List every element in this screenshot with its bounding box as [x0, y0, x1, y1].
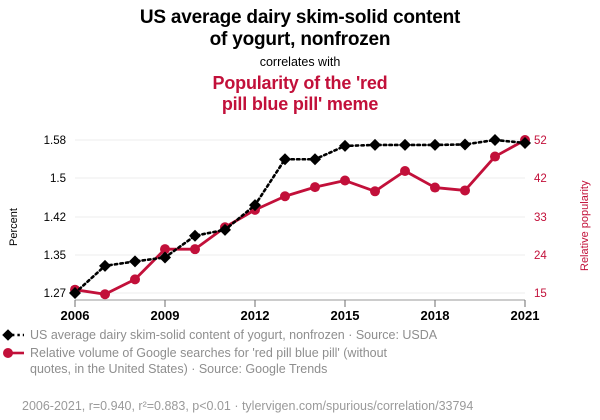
- legend-item-yogurt: US average dairy skim-solid content of y…: [0, 327, 600, 343]
- data-point-black: [189, 229, 201, 242]
- y-right-tick-label: 52: [534, 135, 547, 147]
- data-point-red: [100, 289, 110, 300]
- legend-label-redpill: Relative volume of Google searches for '…: [30, 345, 387, 377]
- y-right-tick-label: 33: [534, 212, 547, 224]
- red-circle-solid-icon: [0, 345, 30, 361]
- y-right-tick-label: 15: [534, 288, 547, 300]
- gridlines: [75, 139, 525, 294]
- secondary-title-line-1: Popularity of the 'red: [212, 73, 388, 93]
- y-left-tick-label: 1.58: [44, 135, 66, 147]
- data-point-red: [340, 175, 350, 186]
- y-left-tick-label: 1.35: [44, 250, 66, 262]
- y-axis-right-ticks: 52 42 33 24 15: [534, 135, 547, 300]
- chart-title-block: US average dairy skim-solid content of y…: [0, 0, 600, 115]
- data-point-red: [400, 166, 410, 177]
- primary-title-line-2: of yogurt, nonfrozen: [209, 29, 391, 50]
- data-point-black: [249, 199, 261, 212]
- data-point-black: [399, 138, 411, 151]
- legend-label-yogurt: US average dairy skim-solid content of y…: [30, 328, 438, 342]
- y-left-tick-label: 1.27: [44, 288, 66, 300]
- data-point-black: [99, 259, 111, 272]
- primary-title-line-1: US average dairy skim-solid content: [139, 7, 461, 28]
- data-point-black: [219, 223, 231, 236]
- series-line-black: [73, 138, 527, 295]
- series-line-red: [73, 138, 527, 296]
- correlation-line-chart: 1.58 1.5 1.42 1.35 1.27 52 42 33 24 15 P…: [8, 134, 591, 321]
- y-axis-right-title: Relative popularity: [579, 180, 591, 271]
- data-point-black: [69, 287, 81, 299]
- data-point-black: [129, 255, 141, 268]
- data-point-red: [490, 151, 500, 162]
- data-point-red: [130, 274, 140, 285]
- legend-label-redpill-line-2: quotes, in the United States) · Source: …: [30, 362, 328, 376]
- data-point-black: [369, 138, 381, 151]
- data-point-red: [430, 182, 440, 193]
- x-axis-tick-labels: 2006 2009 2012 2015 2018 2021: [61, 308, 540, 321]
- x-tick-label: 2012: [241, 308, 270, 321]
- x-tick-label: 2018: [421, 308, 450, 321]
- x-tick-label: 2006: [61, 308, 90, 321]
- data-point-black: [279, 153, 291, 166]
- y-axis-left-title: Percent: [8, 208, 20, 246]
- legend-item-redpill: Relative volume of Google searches for '…: [0, 345, 600, 377]
- series-yogurt-skim-solid: [69, 134, 531, 299]
- footer-stats-note: 2006-2021, r=0.940, r²=0.883, p<0.01 · t…: [22, 399, 474, 413]
- secondary-title-line-2: pill blue pill' meme: [221, 94, 379, 114]
- data-point-black: [159, 251, 171, 264]
- chart-area: 1.58 1.5 1.42 1.35 1.27 52 42 33 24 15 P…: [0, 126, 600, 321]
- data-point-black: [459, 138, 471, 151]
- data-point-red: [190, 244, 200, 255]
- x-tick-label: 2009: [151, 308, 180, 321]
- title-connector: correlates with: [259, 55, 341, 69]
- data-point-black: [309, 153, 321, 166]
- x-axis-tickmarks: [74, 300, 526, 307]
- data-point-black: [339, 139, 351, 152]
- data-point-black: [429, 138, 441, 151]
- y-left-tick-label: 1.5: [50, 173, 66, 185]
- data-point-red: [160, 244, 170, 255]
- data-point-black: [519, 136, 531, 149]
- primary-title: US average dairy skim-solid content of y…: [0, 7, 600, 51]
- black-diamond-dotted-icon: [0, 327, 30, 343]
- y-right-tick-label: 42: [534, 173, 547, 185]
- data-point-black: [489, 134, 501, 146]
- chart-legend: US average dairy skim-solid content of y…: [0, 327, 600, 379]
- legend-label-redpill-line-1: Relative volume of Google searches for '…: [30, 346, 388, 360]
- data-point-red: [370, 186, 380, 197]
- data-point-red: [460, 185, 470, 196]
- y-left-tick-label: 1.42: [44, 212, 66, 224]
- y-right-tick-label: 24: [534, 250, 547, 262]
- x-tick-label: 2015: [331, 308, 360, 321]
- secondary-title: Popularity of the 'red pill blue pill' m…: [0, 73, 600, 115]
- x-tick-label: 2021: [511, 308, 540, 321]
- data-point-red: [280, 191, 290, 202]
- data-point-red: [310, 182, 320, 193]
- y-axis-left-ticks: 1.58 1.5 1.42 1.35 1.27: [44, 135, 66, 300]
